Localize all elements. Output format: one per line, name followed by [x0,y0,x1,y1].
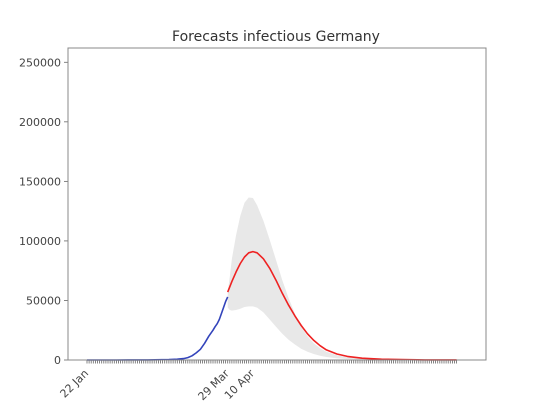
confidence-band [227,197,457,360]
plot-frame [67,47,487,361]
y-tick-label: 100000 [19,235,61,248]
y-tick-label: 150000 [19,175,61,188]
y-axis-ticks: 0 50000 100000 150000 200000 250000 [19,56,68,367]
confidence-band-layer [227,197,457,360]
y-tick-label: 200000 [19,116,61,129]
series-line-2 [226,250,457,361]
y-tick-label: 250000 [19,56,61,69]
y-tick-label: 50000 [26,294,61,307]
y-tick-label: 0 [54,354,61,367]
chart-title: Forecasts infectious Germany [172,29,380,45]
